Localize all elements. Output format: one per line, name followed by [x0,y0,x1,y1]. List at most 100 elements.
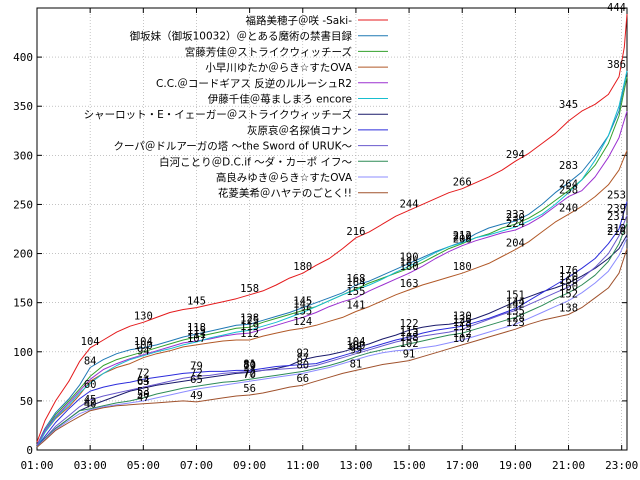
data-label: 64 [137,375,150,387]
data-label: 212 [453,230,472,242]
data-labels: 104 130 145 158 180 216 244 266 294 345 444 84 104 11… [81,2,626,411]
y-tick-label: 200 [13,248,33,261]
data-label: 79 [190,360,203,372]
data-label: 151 [506,290,525,302]
series-line-1 [36,13,628,443]
legend-label: 御坂妹（御坂10032）＠とある魔術の禁書目録 [130,30,353,43]
data-label: 144 [506,297,525,309]
data-label: 128 [506,312,525,324]
x-tick-label: 07:00 [180,459,213,472]
data-label: 253 [607,189,626,201]
y-tick-label: 0 [26,444,33,457]
x-tick-label: 03:00 [74,459,107,472]
y-tick-label: 400 [13,51,33,64]
series-line-4 [36,150,628,448]
data-label: 50 [137,389,150,401]
data-label: 176 [559,265,578,277]
data-label: 166 [559,275,578,287]
series-line-2 [36,70,628,446]
x-tick-label: 19:00 [499,459,532,472]
data-label: 119 [240,321,259,333]
x-tick-label: 09:00 [233,459,266,472]
data-label: 216 [346,226,365,238]
data-label: 102 [400,338,419,350]
data-label: 124 [293,316,312,328]
data-label: 160 [559,281,578,293]
legend-label: C.C.＠コードギアス 反逆のルルーシュR2 [156,77,352,90]
data-label: 135 [506,305,525,317]
data-label: 100 [134,340,153,352]
series-line-12 [36,248,628,448]
legend-label: 伊藤千佳＠苺ましまろ encore [208,93,352,106]
data-label: 104 [81,336,100,348]
data-label: 122 [400,318,419,330]
data-label: 158 [240,283,259,295]
data-label: 123 [506,317,525,329]
legend-label: 福路美穂子＠咲 -Saki- [245,14,352,27]
data-label: 142 [506,299,525,311]
data-label: 233 [506,209,525,221]
series-line-8 [36,201,628,448]
x-tick-label: 15:00 [393,459,426,472]
data-label: 386 [607,59,626,71]
data-label: 98 [350,342,363,354]
grid [37,8,627,450]
data-label: 47 [137,392,150,404]
y-tick-label: 350 [13,100,33,113]
legend-label: クーパ＠ドルアーガの塔 ～the Sword of URUK～ [114,140,353,153]
data-label: 180 [453,261,472,273]
data-label: 91 [403,349,416,361]
series-line-11 [36,237,628,448]
data-label: 112 [240,328,259,340]
data-label: 104 [134,336,153,348]
x-tick-label: 11:00 [286,459,319,472]
data-label: 100 [346,340,365,352]
data-label: 65 [190,374,203,386]
data-label: 135 [293,305,312,317]
y-tick-label: 300 [13,149,33,162]
legend-label: 灰原哀＠名探偵コナン [247,124,352,137]
data-label: 142 [293,299,312,311]
data-label: 230 [506,212,525,224]
data-label: 123 [453,317,472,329]
data-label: 72 [243,367,256,379]
data-label: 141 [346,300,365,312]
data-label: 42 [84,397,97,409]
legend-label: 高良みゆき＠らき☆すたOVA [216,171,353,184]
data-label: 264 [559,179,578,191]
x-tick-label: 13:00 [339,459,372,472]
x-tick-label: 01:00 [20,459,53,472]
data-label: 294 [506,149,525,161]
data-label: 107 [187,333,206,345]
data-label: 128 [240,312,259,324]
legend-label: 白河ことり＠D.C.if ～ダ・カーポ イフ～ [159,155,352,168]
data-label: 210 [453,232,472,244]
data-label: 70 [243,369,256,381]
series-line-7 [36,234,628,448]
legend-label: 宮藤芳佳＠ストライクウィッチーズ [185,45,352,58]
data-label: 345 [559,99,578,111]
legend: 福路美穂子＠咲 -Saki- 御坂妹（御坂10032）＠とある魔術の禁書目録宮藤芳… [84,14,388,200]
data-label: 130 [134,310,153,322]
data-label: 258 [559,185,578,197]
data-label: 113 [400,327,419,339]
data-label: 244 [400,198,419,210]
data-label: 72 [137,367,150,379]
data-label: 170 [559,271,578,283]
data-label: 219 [607,223,626,235]
y-tick-label: 150 [13,297,33,310]
data-label: 112 [453,328,472,340]
legend-label: 花菱美希＠ハヤテのごとく!! [218,187,352,200]
legend-label: 小早川ゆたか＠らき☆すたOVA [205,62,353,74]
data-label: 40 [84,399,97,411]
data-label: 180 [400,261,419,273]
data-label: 87 [296,353,309,365]
data-label: 444 [607,2,626,14]
data-label: 92 [296,348,309,360]
y-tick-label: 100 [13,346,33,359]
data-label: 168 [346,273,365,285]
data-label: 130 [453,310,472,322]
data-label: 163 [400,278,419,290]
